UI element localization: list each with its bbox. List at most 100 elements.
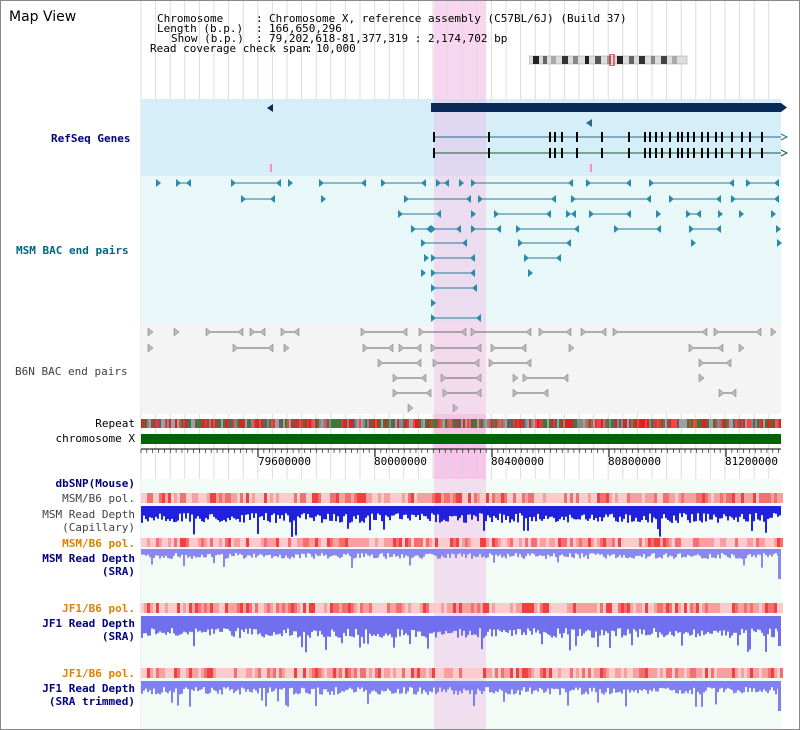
polymorphism-bin xyxy=(366,538,369,547)
repeat-stripe xyxy=(431,419,433,428)
polymorphism-bin xyxy=(210,668,213,678)
polymorphism-bin xyxy=(636,493,639,503)
track-label-jf1-depth-trim-1[interactable]: JF1 Read Depth xyxy=(42,682,135,695)
read-depth-bar xyxy=(459,681,461,692)
bac-end-marker xyxy=(431,269,436,277)
repeat-stripe xyxy=(379,419,381,428)
b6n-end-marker xyxy=(415,343,422,353)
chromosome-ideogram[interactable] xyxy=(529,54,689,66)
repeat-stripe xyxy=(147,419,149,428)
polymorphism-bin xyxy=(573,668,576,678)
repeat-stripe xyxy=(483,419,485,428)
repeat-stripe xyxy=(155,419,157,428)
repeat-stripe xyxy=(469,419,471,428)
polymorphism-bin xyxy=(204,668,207,678)
track-label-b6n-bac[interactable]: B6N BAC end pairs xyxy=(15,365,128,378)
read-depth-bar xyxy=(375,616,377,637)
repeat-stripe xyxy=(729,419,731,428)
repeat-stripe xyxy=(393,419,395,428)
read-depth-bar xyxy=(415,681,417,695)
read-depth-bar xyxy=(447,681,449,690)
read-depth-bar xyxy=(763,616,765,636)
read-depth-bar xyxy=(633,681,635,692)
read-depth-bar xyxy=(461,549,463,557)
track-label-dbsnp[interactable]: dbSNP(Mouse) xyxy=(55,477,135,490)
read-depth-bar xyxy=(409,506,411,521)
read-depth-bar xyxy=(219,616,221,632)
read-depth-bar xyxy=(445,506,447,522)
repeat-stripe xyxy=(261,419,263,428)
read-depth-bar xyxy=(281,506,283,516)
polymorphism-bin xyxy=(540,493,543,503)
track-label-jf1-depth-sra-1[interactable]: JF1 Read Depth xyxy=(42,617,135,630)
track-label-msm-b6-pol-1[interactable]: MSM/B6 pol. xyxy=(62,492,135,505)
read-depth-bar xyxy=(337,681,339,695)
polymorphism-bin xyxy=(159,603,162,613)
track-label-jf1-b6-pol-2[interactable]: JF1/B6 pol. xyxy=(62,667,135,680)
read-depth-bar xyxy=(537,616,539,631)
track-label-msm-depth-cap-1[interactable]: MSM Read Depth xyxy=(42,508,135,521)
repeat-stripe xyxy=(599,419,601,428)
read-depth-bar xyxy=(345,681,347,691)
read-depth-bar xyxy=(709,549,711,554)
read-depth-bar xyxy=(247,506,249,515)
polymorphism-bin xyxy=(573,603,576,613)
read-depth-bar xyxy=(701,681,703,707)
read-depth-bar xyxy=(687,681,689,694)
read-depth-bar xyxy=(597,616,599,647)
track-label-refseq[interactable]: RefSeq Genes xyxy=(51,132,131,145)
polymorphism-bin xyxy=(180,538,183,547)
track-label-jf1-b6-pol-1[interactable]: JF1/B6 pol. xyxy=(62,602,135,615)
read-depth-bar xyxy=(735,549,737,559)
read-depth-bar xyxy=(459,506,461,518)
repeat-stripe xyxy=(271,419,273,428)
read-depth-bar xyxy=(311,681,313,690)
track-label-repeat[interactable]: Repeat xyxy=(95,417,135,430)
polymorphism-bin xyxy=(624,493,627,503)
read-depth-bar xyxy=(525,681,527,692)
repeat-stripe xyxy=(561,419,563,428)
read-depth-bar xyxy=(257,549,259,556)
read-depth-bar xyxy=(379,506,381,515)
repeat-stripe xyxy=(477,419,479,428)
polymorphism-bin xyxy=(729,668,732,678)
polymorphism-bin xyxy=(411,538,414,547)
polymorphism-bin xyxy=(780,603,783,613)
read-depth-bar xyxy=(763,549,765,554)
repeat-stripe xyxy=(661,419,663,428)
repeat-stripe xyxy=(727,419,729,428)
repeat-stripe xyxy=(695,419,697,428)
repeat-stripe xyxy=(553,419,555,428)
marker xyxy=(270,164,272,172)
repeat-stripe xyxy=(267,419,269,428)
read-depth-bar xyxy=(147,616,149,636)
read-depth-bar xyxy=(149,681,151,691)
polymorphism-bin xyxy=(246,538,249,547)
read-depth-bar xyxy=(395,506,397,514)
exon xyxy=(576,132,578,142)
exon xyxy=(628,132,630,142)
polymorphism-bin xyxy=(273,668,276,678)
polymorphism-bin xyxy=(270,603,273,613)
read-depth-bar xyxy=(673,616,675,637)
polymorphism-bin xyxy=(546,603,549,613)
read-depth-bar xyxy=(151,681,153,695)
read-depth-bar xyxy=(597,681,599,703)
b6n-end-marker xyxy=(701,327,708,337)
read-depth-bar xyxy=(397,616,399,629)
track-label-msm-b6-pol-2[interactable]: MSM/B6 pol. xyxy=(62,537,135,550)
read-depth-bar xyxy=(165,681,167,692)
polymorphism-bin xyxy=(315,603,318,613)
polymorphism-bin xyxy=(237,668,240,678)
track-label-msm-depth-sra-1[interactable]: MSM Read Depth xyxy=(42,552,135,565)
track-label-msm-bac[interactable]: MSM BAC end pairs xyxy=(16,244,129,257)
read-depth-bar xyxy=(373,681,375,691)
read-depth-bar xyxy=(309,616,311,638)
read-depth-bar xyxy=(751,681,753,692)
track-label-chromosome[interactable]: chromosome X xyxy=(55,432,135,445)
repeat-stripe xyxy=(373,419,375,428)
bac-end-marker xyxy=(470,269,475,277)
polymorphism-bin xyxy=(483,668,486,678)
repeat-stripe xyxy=(563,419,565,428)
